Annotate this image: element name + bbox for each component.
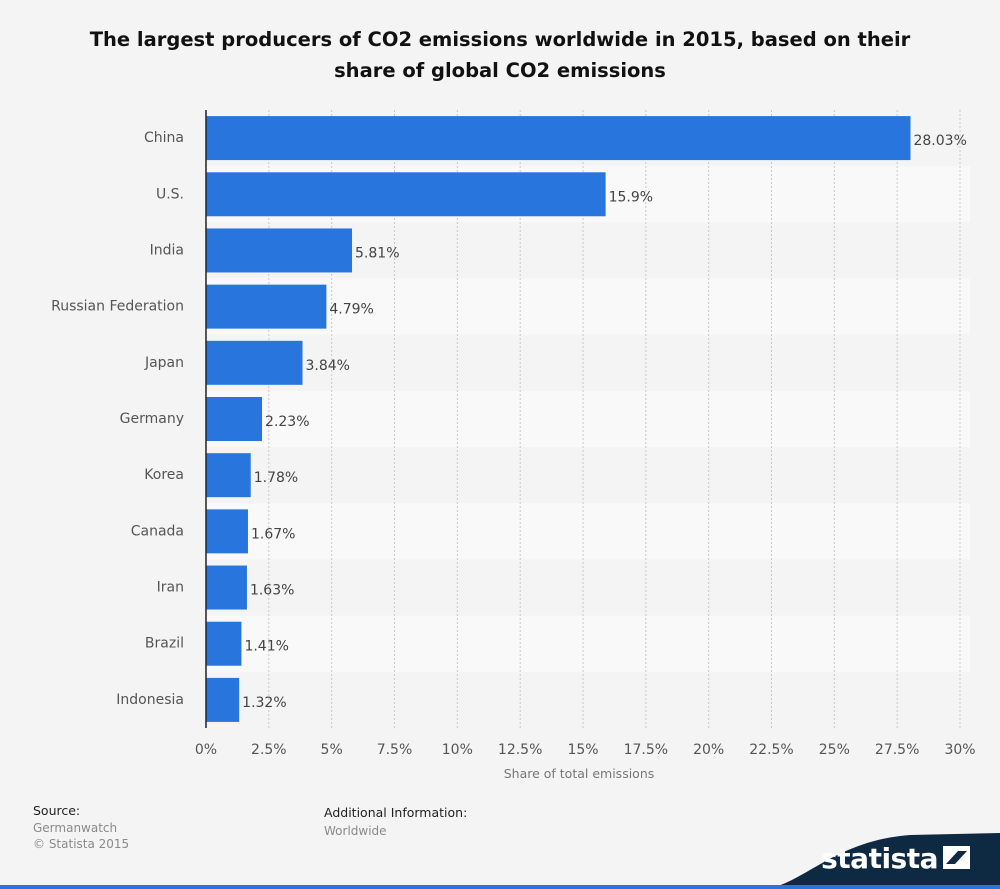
x-tick-label: 17.5% (624, 742, 668, 758)
bar-chart: China U.S. India Russian Federation Japan Ger… (51, 110, 976, 781)
category-label: Germany (120, 411, 184, 427)
bar[interactable] (206, 509, 248, 554)
category-label: U.S. (156, 186, 184, 202)
value-label: 28.03% (913, 133, 966, 149)
statista-logo-text: statista (821, 842, 938, 875)
value-labels: 28.03% 15.9% 5.81% 4.79% 3.84% 2.23% 1.78% 1.67… (242, 133, 967, 711)
additional-info-text: Worldwide (324, 823, 387, 839)
x-tick-label: 20% (693, 742, 724, 758)
bar[interactable] (206, 677, 240, 722)
x-tick-label: 25% (819, 742, 850, 758)
x-tick-labels: 0% 2.5% 5% 7.5% 10% 12.5% 15% 17.5% 20% 22.5% 25% 2… (195, 742, 976, 758)
statista-brand[interactable]: statista (760, 819, 1000, 889)
value-label: 15.9% (609, 189, 653, 205)
x-tick-label: 0% (195, 742, 217, 758)
category-label: China (144, 130, 184, 146)
row-band (206, 559, 970, 616)
category-label: Indonesia (116, 692, 184, 708)
category-label: Brazil (145, 636, 184, 652)
x-tick-label: 10% (442, 742, 473, 758)
x-tick-label: 15% (567, 742, 598, 758)
row-band (206, 447, 970, 504)
additional-info-label: Additional Information: (324, 805, 468, 820)
source-text: Germanwatch © Statista 2015 (33, 820, 129, 852)
category-label: Korea (144, 467, 184, 483)
row-band (206, 671, 970, 728)
additional-info-line: Worldwide (324, 824, 387, 838)
value-label: 5.81% (355, 245, 399, 261)
category-label: India (150, 242, 184, 258)
x-tick-label: 27.5% (875, 742, 919, 758)
bar[interactable] (206, 621, 242, 666)
source-line: Germanwatch (33, 821, 118, 835)
x-tick-label: 2.5% (251, 742, 287, 758)
chart-title: The largest producers of CO2 emissions w… (89, 28, 911, 82)
value-label: 1.32% (242, 695, 286, 711)
x-tick-label: 7.5% (377, 742, 413, 758)
row-band (206, 615, 970, 672)
value-label: 1.78% (254, 470, 298, 486)
row-band (206, 503, 970, 560)
category-label: Canada (131, 523, 184, 539)
bar[interactable] (206, 284, 327, 329)
bar[interactable] (206, 565, 247, 610)
category-label: Japan (144, 355, 184, 371)
value-label: 1.67% (251, 526, 295, 542)
value-label: 1.63% (250, 583, 294, 599)
statista-logo-icon (943, 846, 970, 869)
bar[interactable] (206, 116, 911, 161)
value-label: 3.84% (306, 358, 350, 374)
category-label: Iran (157, 580, 184, 596)
bottom-accent-bar (0, 885, 1000, 889)
bar[interactable] (206, 340, 303, 385)
bar[interactable] (206, 397, 263, 441)
x-tick-label: 22.5% (749, 742, 793, 758)
source-label: Source: (33, 803, 81, 818)
bar[interactable] (206, 228, 353, 273)
bar[interactable] (206, 453, 251, 498)
bars (206, 116, 911, 722)
value-label: 1.41% (244, 639, 288, 655)
category-labels: China U.S. India Russian Federation Japan Ger… (51, 130, 184, 708)
brand-wave (760, 833, 1000, 889)
x-tick-label: 5% (321, 742, 343, 758)
gridlines (268, 110, 961, 728)
row-band (206, 278, 970, 335)
x-tick-label: 12.5% (498, 742, 542, 758)
value-label: 4.79% (329, 302, 373, 318)
source-line: © Statista 2015 (33, 837, 130, 851)
value-label: 2.23% (265, 414, 309, 430)
row-band (206, 334, 970, 391)
x-axis-title: Share of total emissions (504, 766, 655, 781)
x-tick-label: 30% (944, 742, 975, 758)
row-band (206, 390, 970, 448)
category-label: Russian Federation (51, 299, 184, 315)
bar[interactable] (206, 172, 606, 217)
